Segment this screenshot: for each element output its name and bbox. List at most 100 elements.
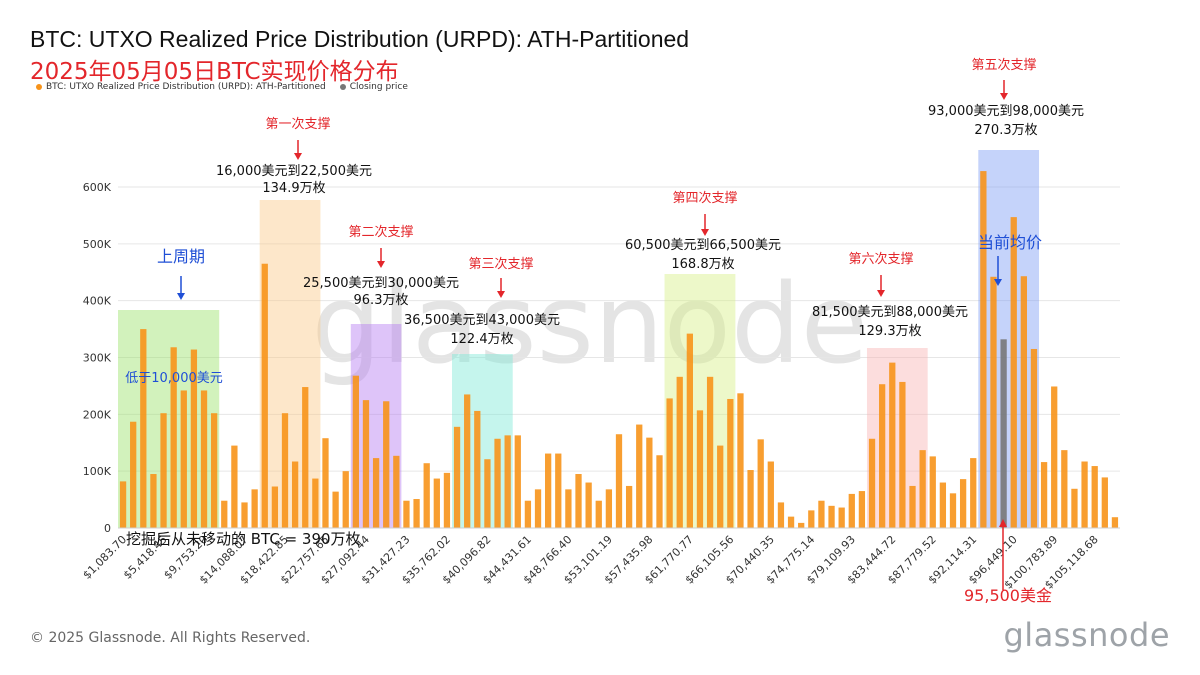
urpd-bar [433, 478, 440, 528]
urpd-bar [939, 482, 947, 528]
urpd-bar [302, 387, 309, 528]
current-average-arrowhead [994, 279, 1002, 286]
legend: BTC: UTXO Realized Price Distribution (U… [36, 82, 408, 92]
urpd-bar [200, 390, 208, 528]
urpd-bar [727, 398, 734, 528]
urpd-bar [393, 455, 400, 528]
urpd-bar [130, 421, 137, 528]
urpd-bar [180, 390, 187, 528]
first-support-range: 16,000美元到22,500美元 [216, 164, 372, 179]
urpd-bar [1081, 461, 1088, 528]
urpd-bar [190, 349, 198, 528]
urpd-bar [261, 263, 268, 528]
urpd-bar [828, 505, 835, 528]
urpd-bar [291, 461, 299, 528]
legend-item-urpd[interactable]: BTC: UTXO Realized Price Distribution (U… [36, 82, 326, 92]
urpd-bar [575, 474, 582, 528]
fourth-support-label: 第四次支撑 [672, 190, 737, 206]
urpd-bar [706, 376, 714, 528]
urpd-bar [140, 329, 147, 528]
first-support-amount: 134.9万枚 [262, 181, 325, 196]
third-support-label: 第三次支撑 [468, 256, 533, 272]
urpd-bar [484, 459, 491, 528]
unmoved-btc-note: 挖掘后从未移动的 BTC = 390万枚 [126, 530, 361, 548]
price-marker-label: 95,500美金 [964, 586, 1052, 605]
previous-cycle-arrowhead [177, 293, 185, 300]
urpd-bar [494, 438, 501, 528]
legend-dot-urpd [36, 84, 42, 90]
urpd-bar [929, 456, 936, 528]
urpd-bar [1020, 276, 1027, 528]
urpd-bar [332, 491, 339, 528]
urpd-bar [656, 455, 663, 528]
urpd-bar [372, 458, 380, 528]
urpd-bar [949, 493, 957, 528]
y-tick-label: 200K [83, 408, 112, 421]
zone-first-support [259, 200, 321, 528]
third-support-range: 36,500美元到43,000美元 [404, 313, 560, 328]
urpd-bar [717, 445, 724, 528]
urpd-bar [605, 489, 613, 528]
third-support-amount: 122.4万枚 [450, 332, 513, 347]
y-tick-label: 600K [83, 181, 112, 194]
urpd-bar [322, 438, 329, 528]
urpd-bar [150, 474, 157, 528]
urpd-bar [221, 500, 228, 528]
urpd-bar [585, 482, 592, 528]
current-average-label: 当前均价 [978, 233, 1042, 252]
urpd-bar [352, 375, 359, 528]
urpd-bar [423, 463, 430, 528]
urpd-bar [1051, 386, 1058, 528]
urpd-bar [615, 434, 623, 528]
zone-sixth-support [866, 348, 928, 528]
urpd-bar [595, 500, 602, 528]
legend-label-urpd: BTC: UTXO Realized Price Distribution (U… [46, 82, 326, 92]
first-support-arrowhead [294, 153, 302, 160]
urpd-bar [747, 470, 754, 528]
urpd-bar [271, 486, 279, 528]
urpd-bar [919, 450, 926, 528]
urpd-bar [737, 393, 744, 528]
urpd-bar [383, 401, 390, 528]
urpd-bar [798, 522, 805, 528]
urpd-bar [625, 485, 633, 528]
urpd-bar [1061, 450, 1068, 528]
sixth-support-amount: 129.3万枚 [858, 324, 921, 339]
previous-cycle-label: 上周期 [157, 247, 205, 266]
second-support-range: 25,500美元到30,000美元 [303, 276, 459, 291]
urpd-bar [838, 507, 845, 528]
urpd-bar [524, 500, 532, 528]
y-tick-label: 0 [104, 522, 111, 535]
urpd-bar [312, 478, 319, 528]
first-support-label: 第一次支撑 [265, 116, 330, 132]
urpd-bar [1040, 462, 1048, 528]
copyright: © 2025 Glassnode. All Rights Reserved. [30, 630, 311, 646]
urpd-bar [990, 276, 997, 528]
urpd-bar [868, 438, 876, 528]
urpd-bar [170, 347, 177, 528]
sixth-support-range: 81,500美元到88,000美元 [812, 305, 968, 320]
urpd-bar [211, 413, 218, 528]
urpd-bar [808, 510, 815, 528]
urpd-bar [413, 499, 420, 528]
urpd-bar [636, 424, 643, 528]
urpd-bar [818, 500, 825, 528]
sixth-support-arrowhead [877, 290, 885, 297]
urpd-bar [1010, 217, 1017, 528]
urpd-bar [879, 384, 886, 528]
legend-item-closing-price[interactable]: Closing price [339, 82, 408, 92]
urpd-bar [646, 437, 653, 528]
y-tick-label: 500K [83, 238, 112, 251]
urpd-bar [362, 400, 370, 528]
urpd-bar [899, 381, 906, 528]
urpd-bar [545, 453, 552, 528]
urpd-bar [342, 471, 349, 528]
urpd-bar [160, 413, 167, 528]
sixth-support-label: 第六次支撑 [848, 251, 913, 267]
urpd-bar [443, 472, 451, 528]
urpd-bar [909, 485, 916, 528]
urpd-bar [696, 410, 704, 528]
fifth-support-amount: 270.3万枚 [974, 123, 1037, 138]
urpd-bar [676, 376, 683, 528]
closing-price-bar [1000, 339, 1007, 528]
